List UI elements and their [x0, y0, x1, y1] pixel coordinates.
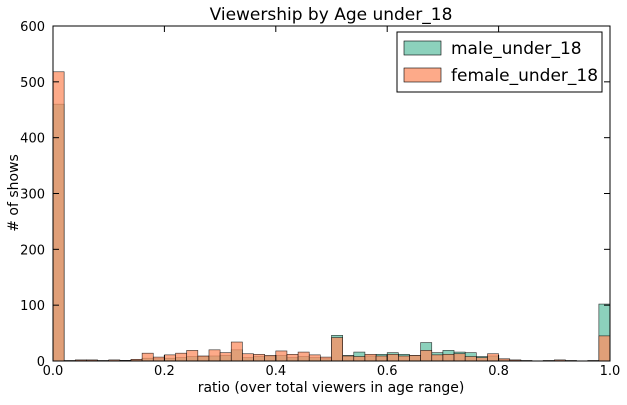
histogram-bar	[331, 337, 343, 362]
y-tick-label: 300	[20, 188, 45, 203]
histogram-bar	[353, 356, 366, 362]
histogram-bar	[320, 356, 332, 362]
histogram-bar	[464, 356, 477, 362]
histogram-bar	[52, 71, 65, 362]
y-tick-label: 200	[20, 243, 45, 258]
y-tick-label: 500	[20, 76, 45, 91]
y-tick-label: 0	[37, 355, 45, 370]
histogram-bar	[208, 349, 221, 362]
histogram-bar	[219, 352, 232, 362]
histogram-bar	[398, 355, 410, 362]
tick-labels: 0.0 0.2 0.4 0.6 0.8 1.0 0 100 200 300 400 500 600	[20, 20, 620, 379]
y-tick-label: 400	[20, 132, 45, 147]
histogram-bar	[286, 353, 299, 362]
x-tick-label: 0.2	[154, 364, 175, 379]
histogram-bar	[342, 355, 355, 362]
x-axis-label: ratio (over total viewers in age range)	[198, 380, 465, 396]
histogram-bar	[152, 356, 165, 362]
histogram-bar	[242, 353, 254, 362]
histogram-bar	[197, 355, 210, 362]
histogram-bar	[186, 350, 199, 362]
histogram-bar	[264, 355, 277, 362]
legend-swatch	[403, 67, 442, 83]
histogram-bar	[420, 350, 433, 362]
histogram-bar	[175, 352, 187, 362]
histogram-bar	[297, 351, 310, 362]
histogram-bar	[409, 355, 421, 362]
x-tick-label: 0.0	[43, 364, 64, 379]
histogram-bar	[375, 355, 388, 362]
legend-label: female_under_18	[451, 66, 598, 86]
female-series-bars	[52, 71, 611, 362]
histogram-bar	[598, 335, 611, 362]
histogram-bar	[453, 353, 466, 362]
histogram-bar	[308, 354, 321, 362]
legend-swatch	[403, 40, 442, 56]
histogram-bar	[230, 341, 243, 362]
chart-title: Viewership by Age under_18	[210, 5, 453, 25]
y-tick-label: 600	[20, 20, 45, 35]
histogram-bar	[364, 353, 377, 362]
histogram-bar	[253, 353, 265, 362]
histogram-bar	[431, 354, 444, 362]
y-tick-label: 100	[20, 299, 45, 314]
histogram-bar	[442, 353, 455, 362]
histogram-bar	[487, 353, 499, 362]
histogram-bar	[386, 353, 399, 362]
y-axis-label: # of shows	[6, 154, 22, 232]
x-tick-label: 0.8	[488, 364, 509, 379]
plot-frame	[52, 25, 611, 362]
male-series-bars	[52, 103, 611, 362]
histogram-bar	[141, 352, 154, 362]
histogram-bar	[164, 354, 176, 362]
x-tick-label: 1.0	[600, 364, 621, 379]
legend-label: male_under_18	[451, 39, 582, 59]
histogram-bar	[476, 357, 488, 362]
legend: male_under_18 female_under_18	[396, 31, 603, 93]
x-tick-label: 0.4	[265, 364, 286, 379]
x-tick-label: 0.6	[377, 364, 398, 379]
histogram-bar	[275, 350, 288, 362]
